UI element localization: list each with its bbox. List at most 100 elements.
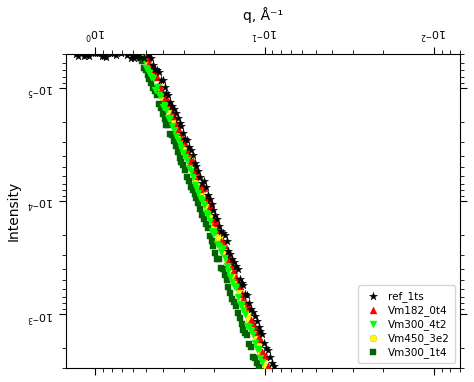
Vm182_0t4 [253, 329, 260, 335]
Vm450_3e2 [211, 222, 219, 228]
Vm450_3e2 [106, 0, 114, 6]
Vm450_3e2 [247, 321, 255, 327]
ref_1ts [80, 53, 88, 59]
ref_1ts [223, 238, 230, 244]
ref_1ts [268, 359, 275, 366]
Vm450_3e2 [213, 230, 221, 236]
ref_1ts [82, 52, 89, 58]
ref_1ts [73, 51, 80, 57]
ref_1ts [116, 49, 123, 55]
Vm300_4t2 [230, 283, 238, 289]
Vm450_3e2 [149, 71, 157, 77]
Vm182_0t4 [272, 379, 279, 382]
Vm182_0t4 [142, 53, 149, 60]
Vm182_0t4 [187, 158, 195, 164]
Vm450_3e2 [221, 248, 228, 254]
Vm300_4t2 [118, 16, 125, 22]
Vm450_3e2 [227, 261, 234, 267]
ref_1ts [238, 280, 246, 286]
ref_1ts [87, 49, 95, 55]
Vm182_0t4 [182, 140, 189, 146]
Vm182_0t4 [161, 95, 168, 101]
Vm300_1t4 [238, 321, 246, 327]
Vm450_3e2 [258, 351, 266, 358]
ref_1ts [97, 49, 104, 55]
Vm300_1t4 [213, 256, 221, 262]
ref_1ts [163, 90, 170, 96]
Vm300_4t2 [151, 87, 159, 93]
Vm300_4t2 [189, 175, 197, 181]
Vm300_4t2 [127, 31, 135, 37]
Vm450_3e2 [121, 20, 129, 26]
Vm450_3e2 [183, 154, 191, 160]
Vm182_0t4 [157, 87, 164, 93]
Legend: ref_1ts, Vm182_0t4, Vm300_4t2, Vm450_3e2, Vm300_1t4: ref_1ts, Vm182_0t4, Vm300_4t2, Vm450_3e2… [357, 285, 455, 363]
ref_1ts [262, 345, 270, 351]
ref_1ts [242, 291, 249, 298]
Vm300_4t2 [144, 68, 151, 74]
ref_1ts [193, 163, 201, 170]
Vm300_1t4 [110, 9, 118, 15]
Vm300_4t2 [159, 104, 166, 110]
Vm450_3e2 [215, 235, 223, 241]
ref_1ts [277, 380, 285, 382]
ref_1ts [83, 51, 91, 57]
ref_1ts [123, 52, 131, 58]
Vm300_1t4 [256, 374, 264, 380]
Vm450_3e2 [268, 374, 275, 380]
ref_1ts [146, 51, 153, 57]
ref_1ts [187, 147, 195, 154]
ref_1ts [232, 263, 240, 269]
ref_1ts [170, 106, 178, 112]
Vm300_4t2 [193, 185, 201, 191]
Vm450_3e2 [182, 146, 189, 152]
Vm300_1t4 [102, 3, 110, 9]
Vm300_1t4 [202, 221, 210, 227]
Vm300_1t4 [155, 101, 163, 107]
Vm300_4t2 [238, 301, 246, 308]
Vm300_1t4 [230, 299, 238, 305]
Vm300_1t4 [200, 216, 208, 222]
Vm182_0t4 [223, 251, 230, 257]
Vm182_0t4 [178, 137, 185, 143]
Vm300_4t2 [121, 20, 129, 26]
ref_1ts [270, 363, 277, 369]
Vm300_1t4 [176, 155, 183, 161]
ref_1ts [256, 329, 264, 335]
Vm300_1t4 [174, 149, 182, 155]
Vm300_4t2 [204, 211, 211, 217]
ref_1ts [142, 47, 149, 53]
Vm300_4t2 [215, 243, 223, 249]
Vm300_1t4 [258, 376, 266, 382]
ref_1ts [202, 185, 210, 191]
ref_1ts [91, 50, 99, 57]
ref_1ts [176, 120, 183, 126]
Vm450_3e2 [170, 120, 178, 126]
Vm300_4t2 [249, 331, 257, 337]
Vm300_4t2 [153, 84, 161, 90]
Vm450_3e2 [251, 332, 258, 338]
Vm300_1t4 [108, 6, 116, 12]
ref_1ts [138, 49, 146, 55]
ref_1ts [221, 232, 228, 238]
Vm450_3e2 [180, 142, 187, 149]
Vm450_3e2 [140, 51, 147, 57]
Vm300_1t4 [178, 159, 185, 165]
ref_1ts [153, 67, 161, 73]
ref_1ts [191, 160, 199, 166]
Vm300_4t2 [196, 195, 204, 201]
Vm300_1t4 [206, 233, 213, 239]
Vm182_0t4 [137, 43, 144, 49]
Vm300_1t4 [135, 51, 142, 57]
ref_1ts [119, 49, 127, 55]
Vm450_3e2 [153, 84, 161, 90]
ref_1ts [204, 192, 211, 198]
Vm300_1t4 [208, 238, 215, 244]
Vm300_4t2 [206, 218, 213, 224]
ref_1ts [258, 332, 266, 338]
Vm450_3e2 [187, 162, 195, 168]
Vm300_4t2 [161, 102, 168, 108]
Vm300_4t2 [247, 328, 255, 334]
Vm300_1t4 [255, 364, 262, 371]
Vm300_1t4 [249, 354, 257, 360]
